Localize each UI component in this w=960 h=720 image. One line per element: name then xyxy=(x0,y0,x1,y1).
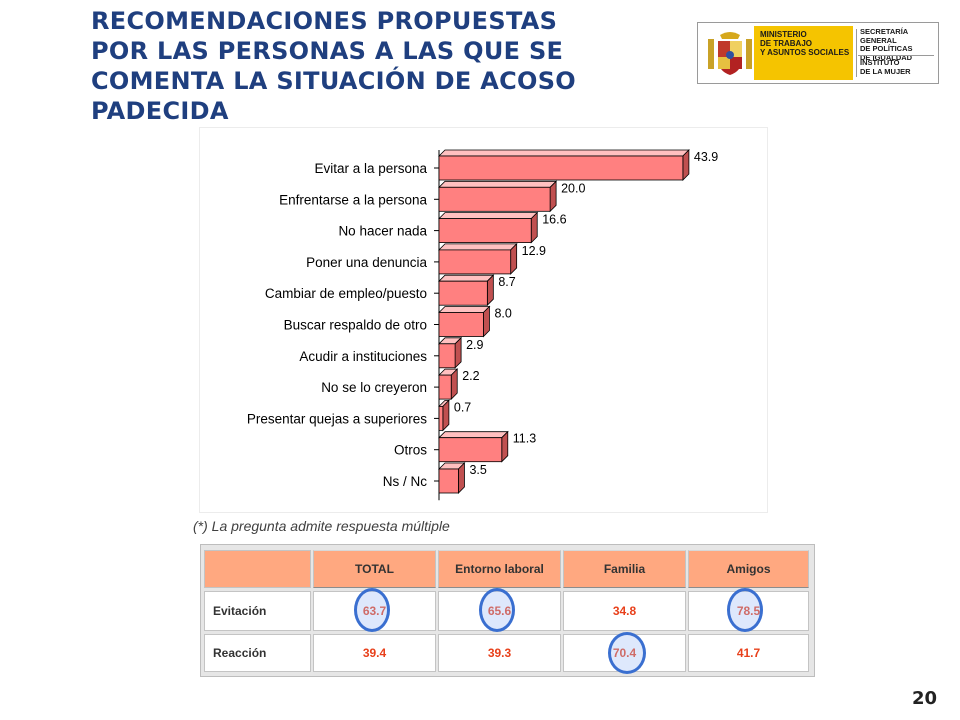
value-label: 8.0 xyxy=(494,307,511,321)
category-label: Evitar a la persona xyxy=(314,161,427,176)
table-header-entorno-laboral: Entorno laboral xyxy=(438,550,561,588)
value-label: 2.9 xyxy=(466,338,483,352)
category-label: Cambiar de empleo/puesto xyxy=(265,286,427,301)
bar-top xyxy=(438,306,491,313)
bar-top xyxy=(438,149,690,157)
ministry-logo: MINISTERIO DE TRABAJO Y ASUNTOS SOCIALES… xyxy=(697,22,939,84)
category-label: Ns / Nc xyxy=(383,474,428,489)
logo-instituto-text: INSTITUTO DE LA MUJER xyxy=(860,58,911,76)
bar-top xyxy=(438,212,539,219)
value-label: 2.2 xyxy=(462,369,479,383)
value-label: 8.7 xyxy=(498,275,515,289)
bar xyxy=(438,374,452,400)
footnote: (*) La pregunta admite respuesta múltipl… xyxy=(193,518,450,534)
category-label: Buscar respaldo de otro xyxy=(284,318,427,333)
title-line: POR LAS PERSONAS A LAS QUE SE xyxy=(91,37,564,65)
bar xyxy=(438,218,532,243)
value-label: 0.7 xyxy=(454,400,471,414)
bar-top xyxy=(438,431,509,439)
bar xyxy=(438,312,484,337)
value-label: 3.5 xyxy=(469,463,486,477)
bar xyxy=(438,405,444,431)
row-label-reaccion: Reacción xyxy=(204,634,311,672)
title-line: PADECIDA xyxy=(91,97,229,125)
value-evitacion-total: 63.7 xyxy=(313,591,436,631)
value-label: 43.9 xyxy=(694,150,718,164)
bar xyxy=(438,249,512,275)
value-reaccion-total: 39.4 xyxy=(313,634,436,672)
bar xyxy=(438,155,684,181)
value-evitacion-entorno-laboral: 65.6 xyxy=(438,591,561,631)
category-label: Presentar quejas a superiores xyxy=(247,411,427,426)
logo-secretaria-text: SECRETARÍA GENERAL DE POLÍTICAS DE IGUAL… xyxy=(860,27,913,62)
bar-top xyxy=(438,274,495,282)
table-header-total: TOTAL xyxy=(313,550,436,588)
coat-of-arms-icon xyxy=(708,32,752,75)
bar-top xyxy=(438,180,558,188)
bar-top xyxy=(438,243,518,251)
title-line: COMENTA LA SITUACIÓN DE ACOSO xyxy=(91,67,576,95)
table-header-amigos: Amigos xyxy=(688,550,809,588)
category-label: No se lo creyeron xyxy=(321,380,427,395)
value-reaccion-familia: 70.4 xyxy=(563,634,686,672)
bar-chart-svg: Evitar a la persona 43.9 Enfrentarse a la … xyxy=(247,149,718,501)
logo-ministry-text: MINISTERIO DE TRABAJO Y ASUNTOS SOCIALES xyxy=(760,30,850,57)
bar xyxy=(438,468,459,494)
value-label: 11.3 xyxy=(513,432,536,446)
row-label-evitacion: Evitación xyxy=(204,591,311,631)
value-label: 12.9 xyxy=(522,244,546,258)
bar xyxy=(438,343,456,369)
bar xyxy=(438,186,551,212)
page-number: 20 xyxy=(912,688,938,709)
logo-yellow-band xyxy=(754,26,853,80)
category-label: No hacer nada xyxy=(338,224,427,239)
value-reaccion-entorno-laboral: 39.3 xyxy=(438,634,561,672)
table-corner-cell xyxy=(204,550,311,588)
category-label: Poner una denuncia xyxy=(306,255,427,270)
logo-divider xyxy=(856,29,857,77)
value-label: 16.6 xyxy=(542,213,566,227)
value-evitacion-amigos: 78.5 xyxy=(688,591,809,631)
category-label: Acudir a instituciones xyxy=(299,349,427,364)
bar xyxy=(438,280,488,306)
logo-divider xyxy=(858,55,934,56)
title-line: RECOMENDACIONES PROPUESTAS xyxy=(91,7,558,35)
slide-title: RECOMENDACIONES PROPUESTAS POR LAS PERSO… xyxy=(91,6,671,126)
bar-chart: Evitar a la persona 43.9 Enfrentarse a la … xyxy=(200,128,767,512)
category-label: Otros xyxy=(394,443,427,458)
value-label: 20.0 xyxy=(561,181,585,195)
category-label: Enfrentarse a la persona xyxy=(279,192,427,207)
summary-table: TOTAL Entorno laboral Familia Amigos Evi… xyxy=(200,544,815,677)
bar xyxy=(438,437,503,463)
value-evitacion-familia: 34.8 xyxy=(563,591,686,631)
table-header-familia: Familia xyxy=(563,550,686,588)
value-reaccion-amigos: 41.7 xyxy=(688,634,809,672)
